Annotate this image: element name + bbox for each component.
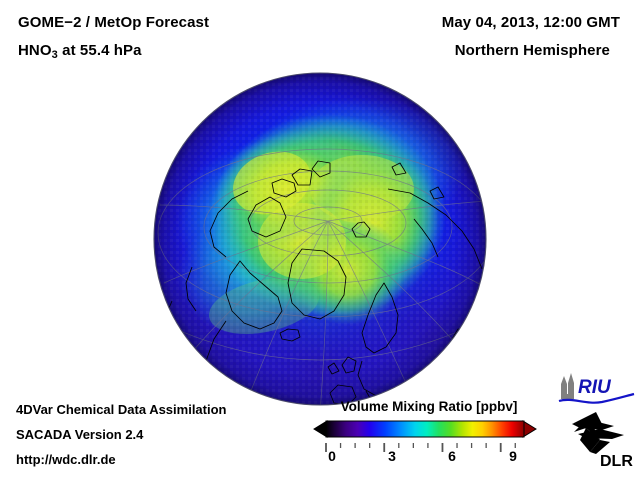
title-species: HNO3 at 55.4 hPa [18,42,142,61]
colorbar-tick-label-0: 0 [328,448,336,464]
colorbar-tick-label-2: 6 [448,448,456,464]
species-pressure-level: at 55.4 hPa [57,42,142,59]
globe-outline [153,72,487,406]
globe-field [154,73,486,405]
dlr-logo: DLR [566,410,640,472]
cathedral-towers-icon [561,373,574,399]
species-formula-base: HNO [18,42,52,59]
riu-logo-text: RIU [578,377,612,398]
orthographic-projection [153,72,487,406]
footer-version: SACADA Version 2.4 [16,427,144,442]
globe-map [152,71,488,407]
colorbar-left-arrow [313,420,328,438]
title-instrument: GOME−2 / MetOp Forecast [18,14,210,31]
title-region: Northern Hemisphere [454,42,610,59]
title-datetime: May 04, 2013, 12:00 GMT [441,14,620,31]
colorbar-tick-label-1: 3 [388,448,396,464]
colorbar-gradient [313,420,537,438]
dlr-emblem-icon [572,412,624,454]
colorbar-ticks [310,440,540,452]
species-formula-subscript: 3 [51,49,58,61]
riu-logo: RIU [556,372,636,406]
riu-wave-icon [558,392,635,404]
colorbar-title: Volume Mixing Ratio [ppbv] [340,399,518,414]
colorbar [310,418,540,440]
colorbar-bar [325,420,525,438]
dlr-logo-text: DLR [600,453,633,470]
colorbar-tick-label-3: 9 [509,448,517,464]
footer-method: 4DVar Chemical Data Assimilation [16,402,227,417]
colorbar-right-arrow [522,420,537,438]
footer-url: http://wdc.dlr.de [16,452,116,467]
